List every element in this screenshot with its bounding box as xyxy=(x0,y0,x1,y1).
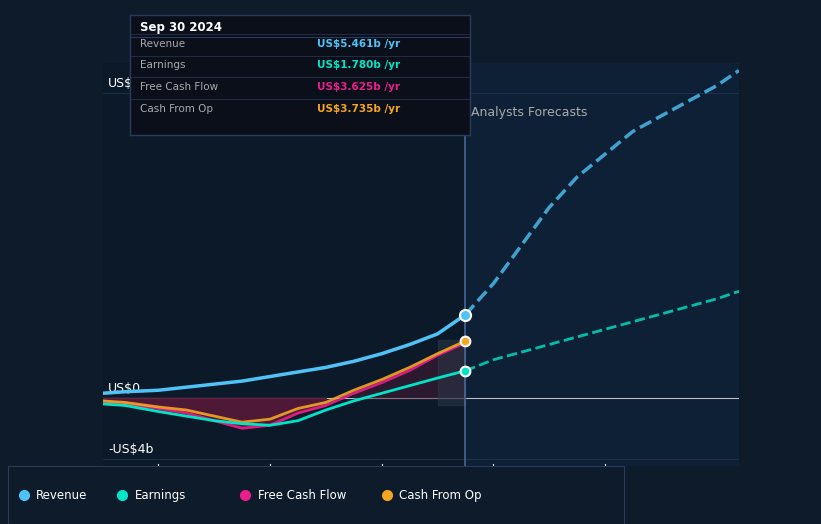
Text: -US$4b: -US$4b xyxy=(108,443,154,456)
Text: Sep 30 2024: Sep 30 2024 xyxy=(140,20,222,34)
Text: Cash From Op: Cash From Op xyxy=(399,489,482,501)
Text: Earnings: Earnings xyxy=(135,489,186,501)
Text: US$3.625b /yr: US$3.625b /yr xyxy=(317,82,400,92)
Polygon shape xyxy=(438,340,466,406)
Text: US$20b: US$20b xyxy=(108,77,157,90)
Text: Free Cash Flow: Free Cash Flow xyxy=(258,489,346,501)
Text: Analysts Forecasts: Analysts Forecasts xyxy=(471,106,587,119)
Text: 2026: 2026 xyxy=(589,471,621,484)
Text: US$1.780b /yr: US$1.780b /yr xyxy=(317,60,400,70)
Text: US$5.461b /yr: US$5.461b /yr xyxy=(317,39,400,49)
Text: Revenue: Revenue xyxy=(140,39,186,49)
Bar xyxy=(103,63,466,466)
Text: Revenue: Revenue xyxy=(36,489,87,501)
Text: Free Cash Flow: Free Cash Flow xyxy=(140,82,218,92)
Text: Cash From Op: Cash From Op xyxy=(140,104,213,114)
Text: 2023: 2023 xyxy=(255,471,286,484)
Text: Past: Past xyxy=(429,106,460,119)
Text: Earnings: Earnings xyxy=(140,60,186,70)
Text: 2022: 2022 xyxy=(143,471,174,484)
Text: 2024: 2024 xyxy=(366,471,397,484)
Text: 2025: 2025 xyxy=(478,471,509,484)
Bar xyxy=(466,63,739,466)
Text: US$0: US$0 xyxy=(108,382,141,395)
Text: US$3.735b /yr: US$3.735b /yr xyxy=(317,104,400,114)
